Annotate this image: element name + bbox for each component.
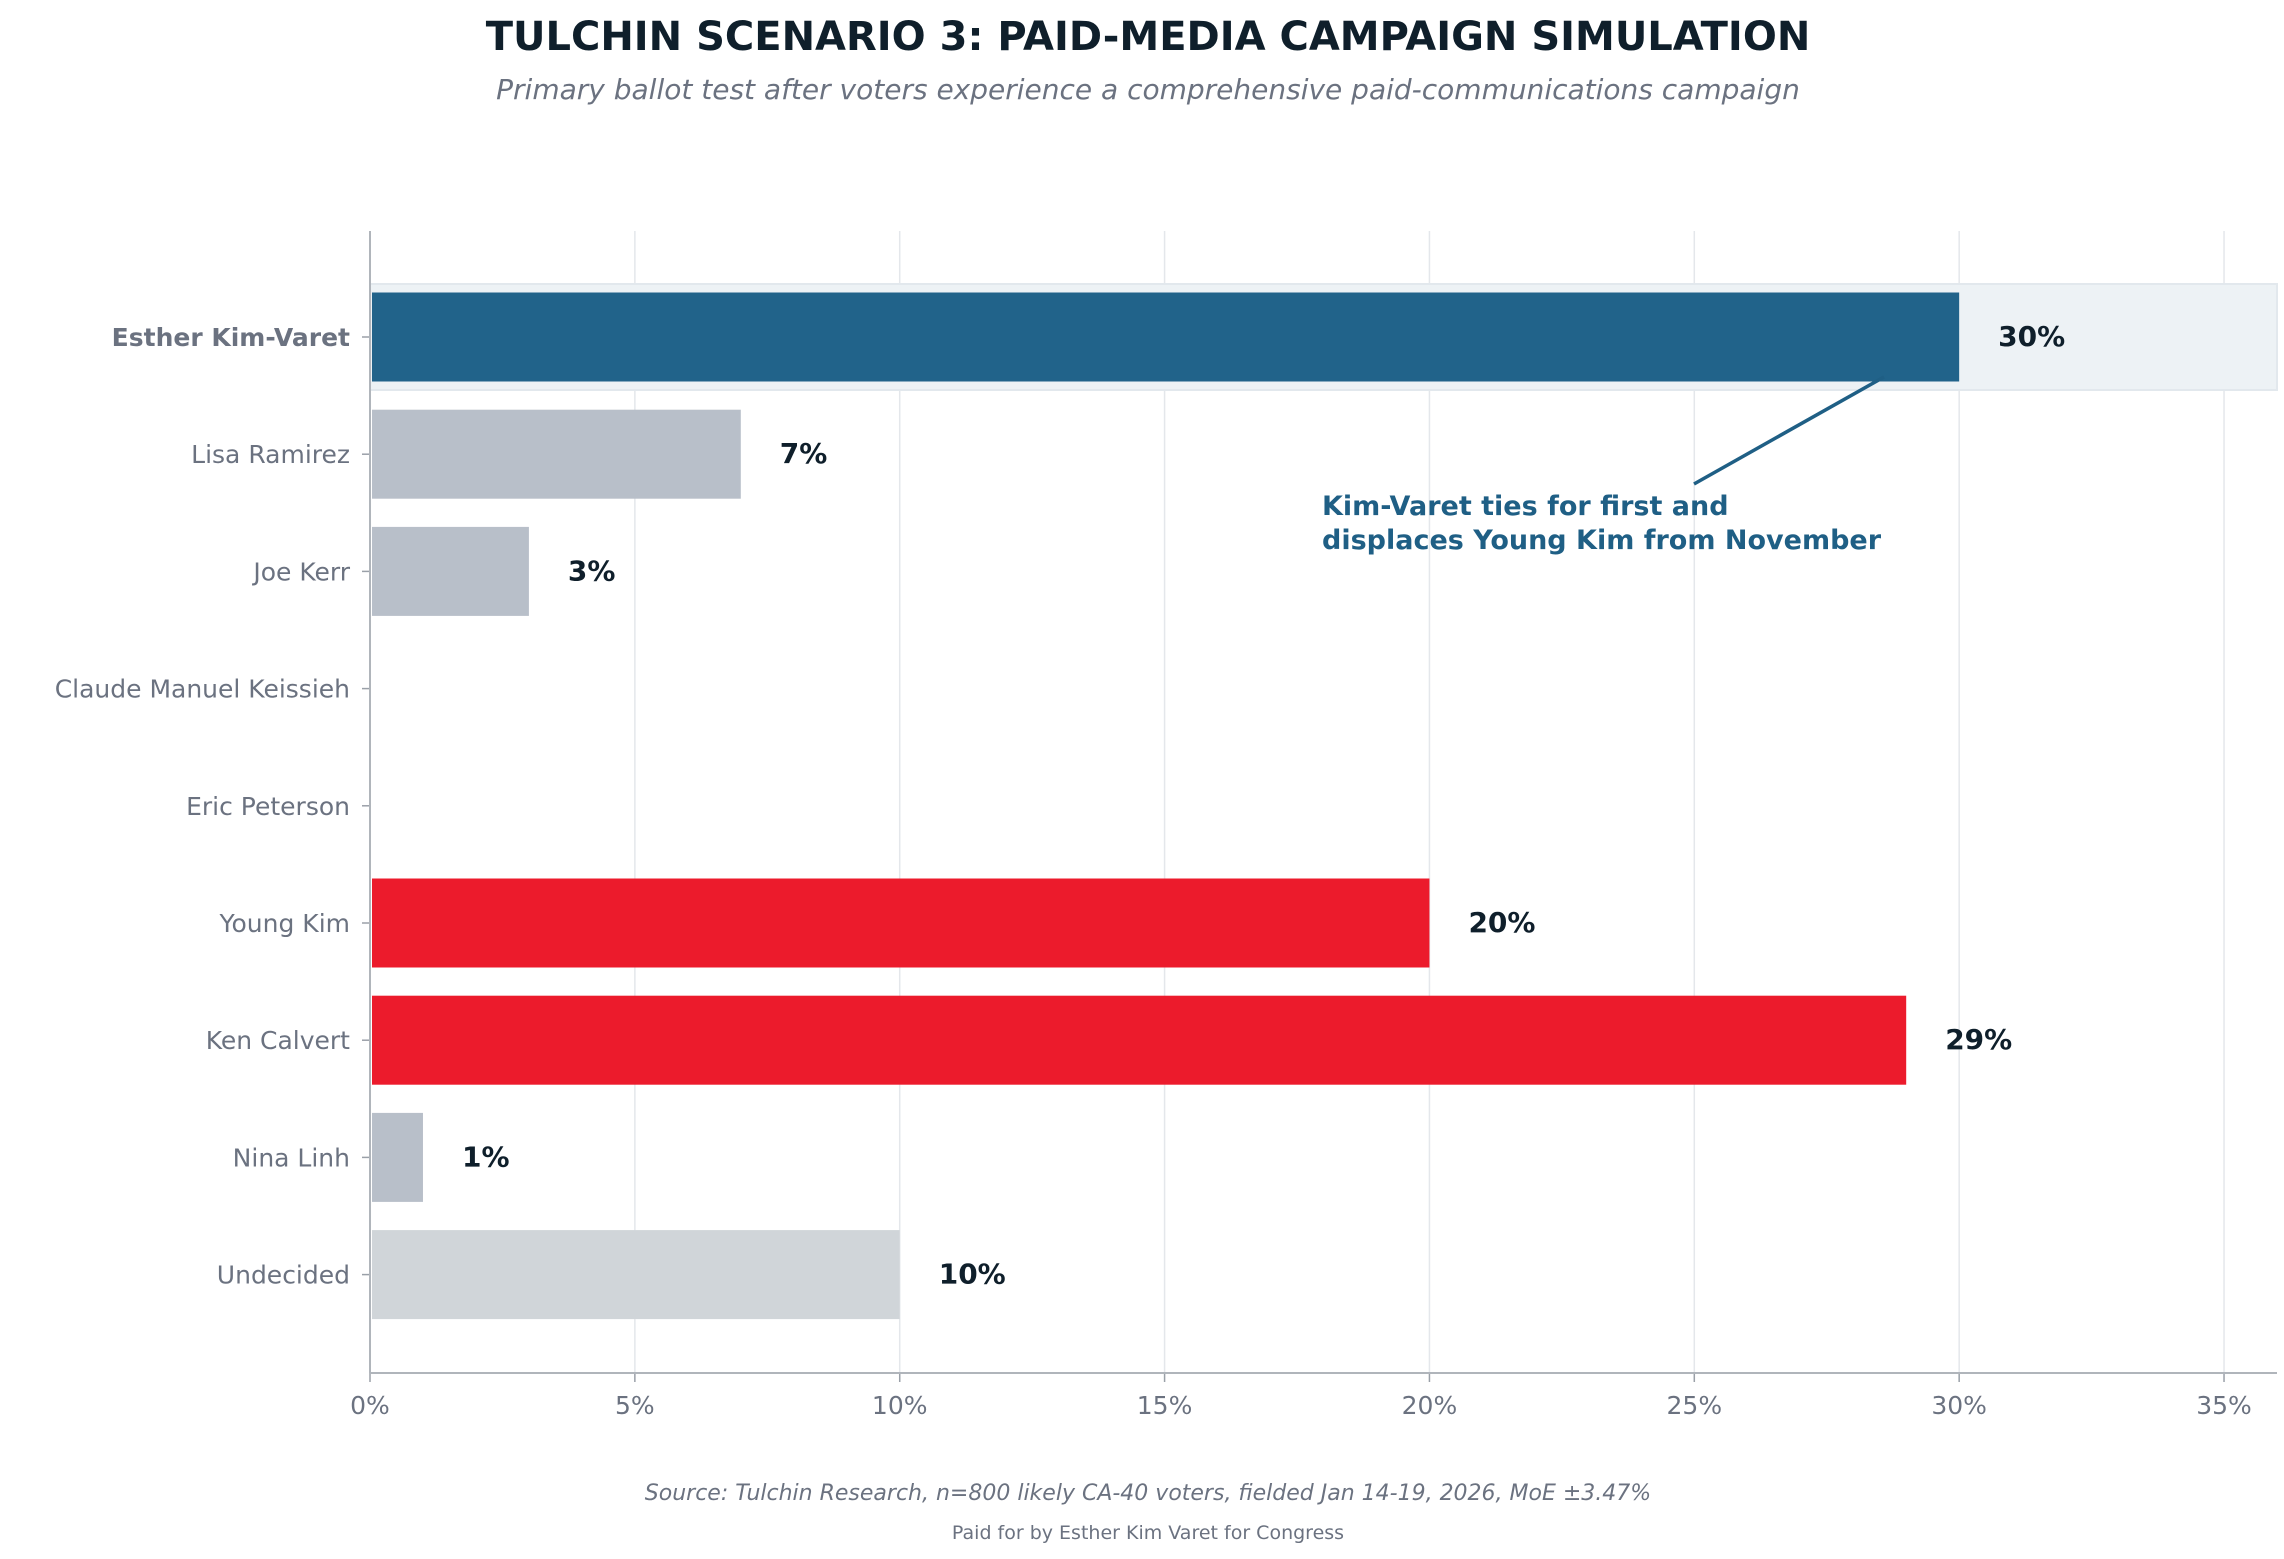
paid-for-disclaimer: Paid for by Esther Kim Varet for Congres… [952, 1522, 1344, 1544]
y-tick-label: Nina Linh [233, 1143, 350, 1172]
value-label: 1% [462, 1140, 510, 1173]
y-tick-label: Ken Calvert [206, 1026, 350, 1055]
x-tick-label: 5% [615, 1391, 655, 1420]
gridlines [634, 231, 2225, 1373]
value-label: 30% [1998, 320, 2065, 353]
x-tick-label: 20% [1402, 1391, 1458, 1420]
y-tick-label: Esther Kim-Varet [112, 323, 350, 352]
bar [372, 995, 1907, 1085]
bars [372, 292, 1960, 1320]
bar [372, 409, 741, 499]
value-label: 3% [568, 554, 616, 587]
y-tick-label: Undecided [217, 1261, 350, 1290]
value-label: 29% [1945, 1023, 2012, 1056]
y-tick-label: Claude Manuel Keissieh [55, 675, 350, 704]
y-tick-label: Lisa Ramirez [191, 440, 350, 469]
bar [372, 878, 1430, 968]
annotation-line-1: Kim-Varet ties for first and [1322, 491, 1729, 522]
y-tick-label: Eric Peterson [186, 792, 350, 821]
annotation-arrow [1693, 375, 1885, 486]
bar [372, 1230, 900, 1320]
y-tick-label: Young Kim [219, 909, 350, 938]
source-note: Source: Tulchin Research, n=800 likely C… [645, 1481, 1651, 1506]
bar [372, 526, 529, 616]
x-tick-label: 0% [350, 1391, 390, 1420]
value-label: 20% [1468, 906, 1535, 939]
value-label: 7% [780, 437, 828, 470]
bar [372, 1112, 423, 1202]
annotation: Kim-Varet ties for first and displaces Y… [1322, 375, 1885, 556]
value-labels: 30% 7% 3% 20% 29% 1% 10% [462, 320, 2065, 1291]
chart-subtitle: Primary ballot test after voters experie… [496, 73, 1800, 106]
x-axis: 0% 5% 10% 15% 20% 25% 30% 35% [350, 231, 2277, 1420]
y-axis-labels: Esther Kim-Varet Lisa Ramirez Joe Kerr Clau… [55, 323, 370, 1290]
bar [372, 292, 1960, 382]
y-tick-label: Joe Kerr [251, 557, 350, 586]
x-tick-label: 15% [1137, 1391, 1193, 1420]
x-tick-label: 25% [1667, 1391, 1723, 1420]
x-tick-label: 30% [1931, 1391, 1987, 1420]
value-label: 10% [939, 1258, 1006, 1291]
annotation-line-2: displaces Young Kim from November [1322, 525, 1882, 556]
chart-title: TULCHIN SCENARIO 3: PAID-MEDIA CAMPAIGN … [486, 14, 1811, 60]
x-tick-label: 10% [872, 1391, 928, 1420]
x-tick-label: 35% [2196, 1391, 2252, 1420]
